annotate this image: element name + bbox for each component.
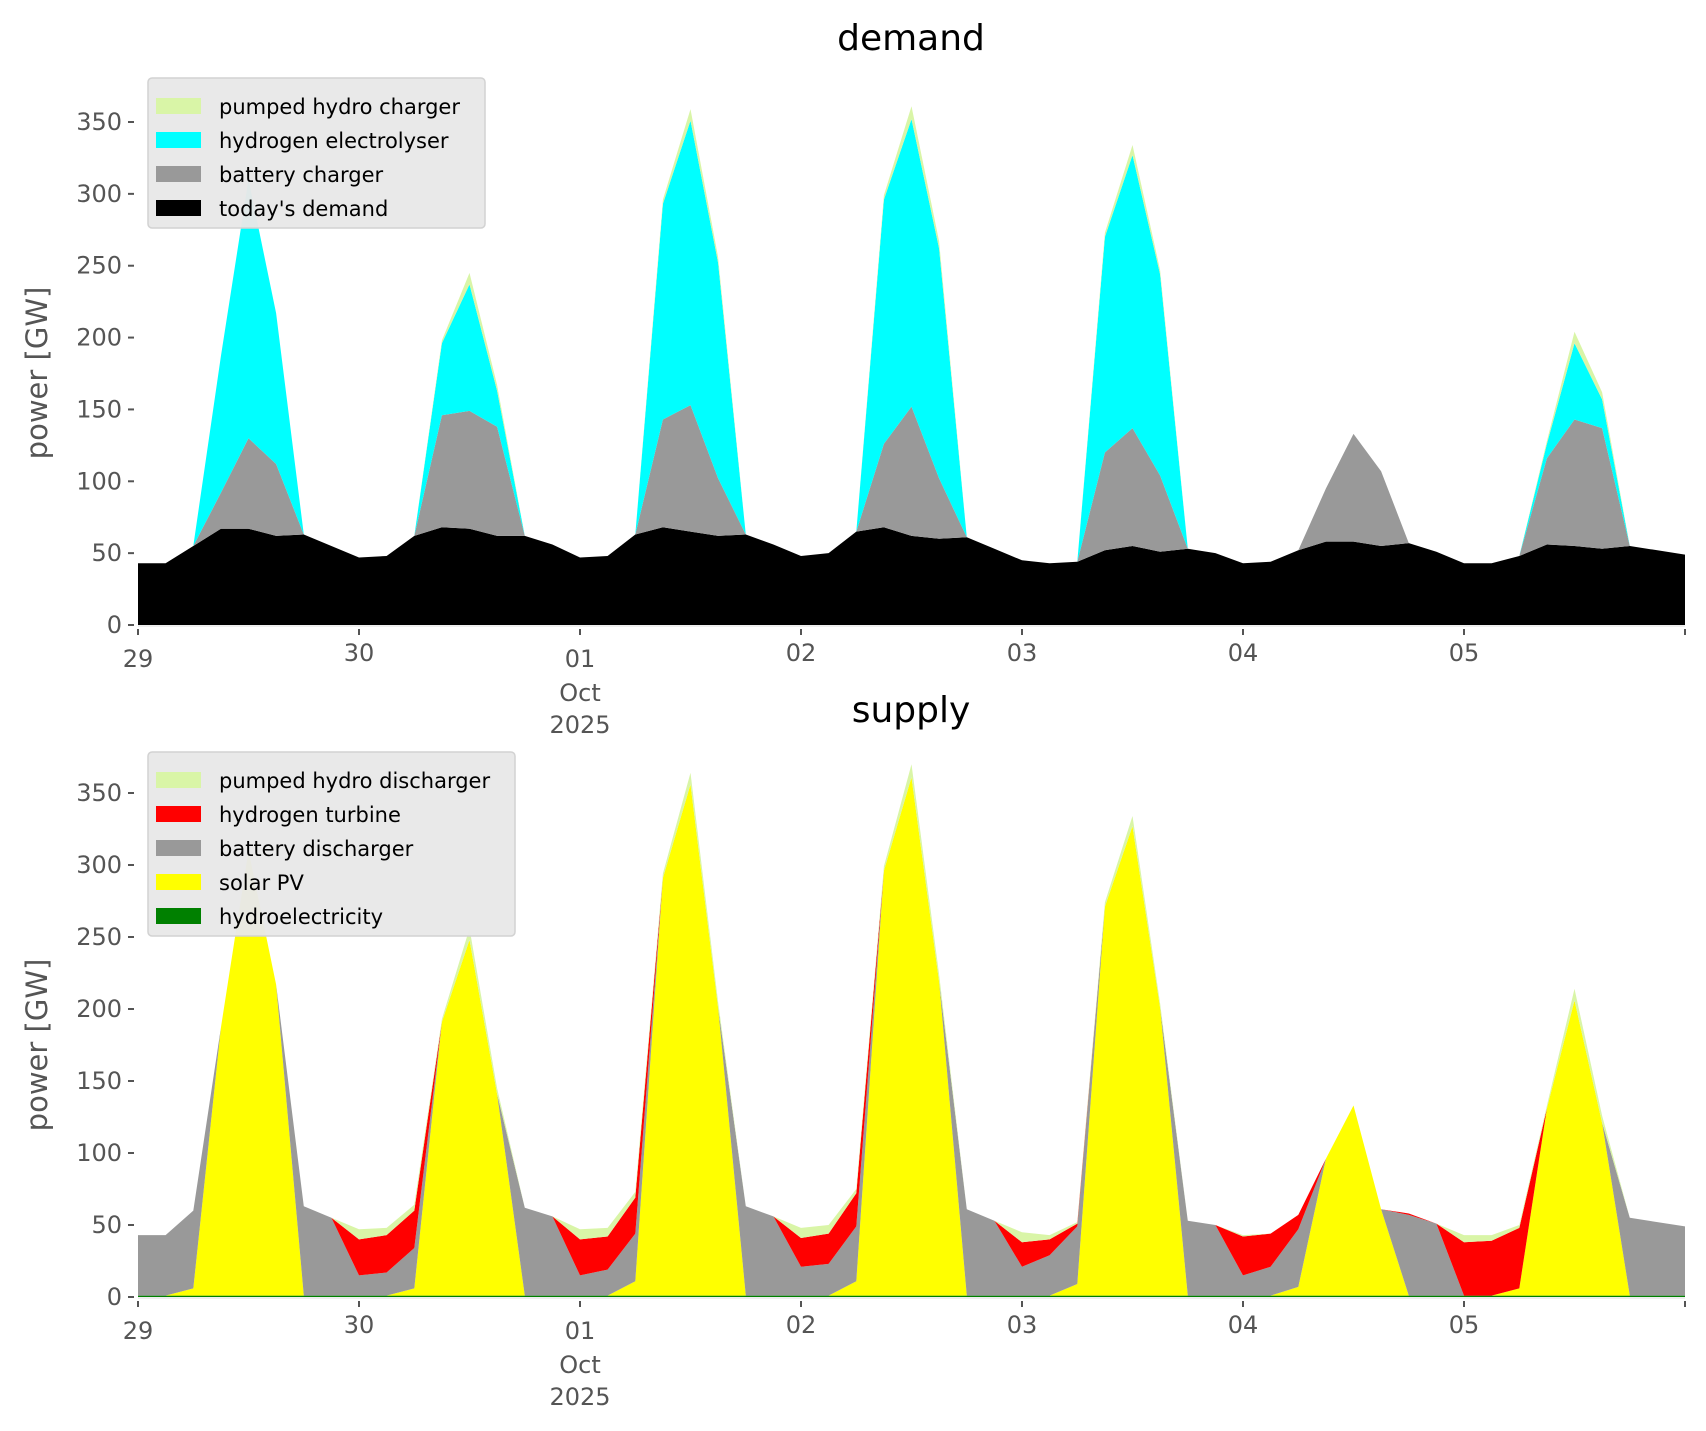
y-tick-label: 350 <box>76 108 122 136</box>
legend-swatch-hydrogen-electrolyser <box>156 132 201 148</box>
legend-label-battery-charger: battery charger <box>219 163 384 187</box>
x-tick-label: 29 <box>123 1317 154 1345</box>
legend-label-hydrogen-turbine: hydrogen turbine <box>219 803 401 827</box>
x-tick-year-label: 2025 <box>549 711 610 739</box>
area-solar-pv <box>138 777 1685 1296</box>
legend-swatch-battery-charger <box>156 166 201 182</box>
legend-label-hydrogen-electrolyser: hydrogen electrolyser <box>219 129 449 153</box>
legend-label-pumped-hydro-discharger: pumped hydro discharger <box>219 769 490 793</box>
demand-title: demand <box>837 18 985 59</box>
y-tick-label: 350 <box>76 779 122 807</box>
legend-swatch-battery-discharger <box>156 840 201 856</box>
x-tick-label: 05 <box>1449 639 1480 667</box>
legend-box <box>147 77 486 229</box>
supply-title: supply <box>852 690 971 731</box>
area-hydroelectricity <box>138 1295 1685 1297</box>
y-tick-label: 100 <box>76 1139 122 1167</box>
x-tick-month-label: Oct <box>559 1351 601 1379</box>
demand-x-axis: 29 30 01 Oct 2025 02 03 04 05 <box>123 625 1686 739</box>
x-tick-label: 01 <box>565 645 596 673</box>
x-tick-label: 30 <box>344 639 375 667</box>
legend-swatch-hydroelectricity <box>156 908 201 924</box>
legend-swatch-solar-pv <box>156 874 201 890</box>
legend-label-battery-discharger: battery discharger <box>219 837 414 861</box>
demand-y-axis-label: power [GW] <box>20 287 54 460</box>
legend-label-hydroelectricity: hydroelectricity <box>219 905 383 929</box>
supply-y-axis-label: power [GW] <box>20 959 54 1132</box>
x-tick-label: 05 <box>1449 1311 1480 1339</box>
x-tick-label: 04 <box>1228 639 1259 667</box>
demand-panel: demand power [GW] 050100150200250300350 … <box>20 18 1686 739</box>
y-tick-label: 200 <box>76 995 122 1023</box>
y-tick-label: 300 <box>76 851 122 879</box>
demand-legend: pumped hydro charger hydrogen electrolyse… <box>147 77 486 229</box>
supply-x-axis: 29 30 01 Oct 2025 02 03 04 05 <box>123 1297 1686 1411</box>
legend-label-today-s-demand: today's demand <box>219 197 388 221</box>
y-tick-label: 250 <box>76 252 122 280</box>
x-tick-label: 02 <box>786 1311 817 1339</box>
area-pumped-hydro-discharger <box>138 764 1685 1243</box>
y-tick-label: 100 <box>76 467 122 495</box>
x-tick-label: 02 <box>786 639 817 667</box>
x-tick-label: 03 <box>1007 639 1038 667</box>
area-battery-charger <box>138 405 1685 564</box>
y-tick-label: 0 <box>107 1283 122 1311</box>
legend-swatch-pumped-hydro-charger <box>156 98 201 114</box>
x-tick-year-label: 2025 <box>549 1383 610 1411</box>
x-tick-month-label: Oct <box>559 679 601 707</box>
legend-label-solar-pv: solar PV <box>219 871 304 895</box>
demand-y-axis: 0 50 100 150 200 250 300 350 <box>76 108 134 639</box>
legend-swatch-today-s-demand <box>156 200 201 216</box>
y-tick-label: 250 <box>76 923 122 951</box>
supply-y-axis: 0 50 100 150 200 250 300 350 <box>76 779 134 1311</box>
area-today-s-demand <box>138 527 1685 625</box>
supply-legend: pumped hydro discharger hydrogen turbine b… <box>147 751 516 937</box>
x-tick-label: 04 <box>1228 1311 1259 1339</box>
y-tick-label: 150 <box>76 395 122 423</box>
x-tick-label: 03 <box>1007 1311 1038 1339</box>
legend-box <box>147 751 516 937</box>
y-tick-label: 150 <box>76 1067 122 1095</box>
y-tick-label: 50 <box>91 539 122 567</box>
legend-swatch-hydrogen-turbine <box>156 806 201 822</box>
x-tick-label: 30 <box>344 1311 375 1339</box>
supply-areas <box>138 764 1685 1297</box>
area-hydrogen-electrolyser <box>138 119 1685 564</box>
demand-areas <box>138 106 1685 625</box>
legend-swatch-pumped-hydro-discharger <box>156 772 201 788</box>
y-tick-label: 200 <box>76 324 122 352</box>
legend-label-pumped-hydro-charger: pumped hydro charger <box>219 95 460 119</box>
x-tick-label: 01 <box>565 1317 596 1345</box>
y-tick-label: 0 <box>107 611 122 639</box>
y-tick-label: 300 <box>76 180 122 208</box>
x-tick-label: 29 <box>123 645 154 673</box>
supply-panel: supply power [GW] 050100150200250300350 … <box>20 690 1686 1411</box>
y-tick-label: 50 <box>91 1211 122 1239</box>
